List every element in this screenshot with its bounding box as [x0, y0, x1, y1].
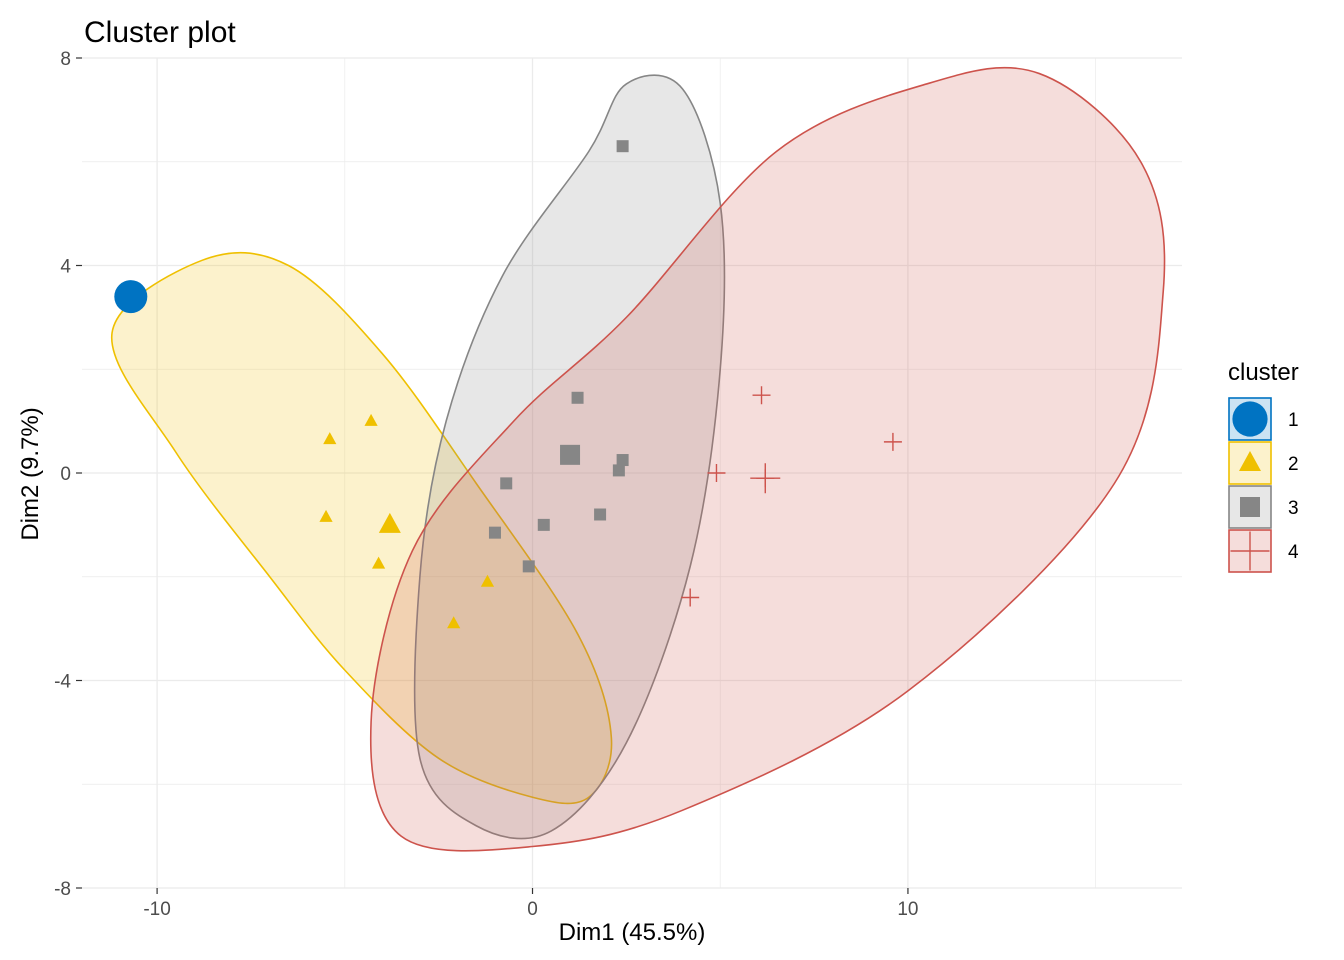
legend-title: cluster	[1228, 359, 1299, 386]
cluster-ellipse-2	[111, 252, 613, 805]
point-cluster-4	[707, 464, 726, 482]
axes: -10 0 10 -8 -4 0 4 8	[54, 49, 918, 920]
legend-marker-3	[1240, 497, 1260, 517]
legend-marker-1	[1232, 401, 1268, 437]
point-cluster-3	[571, 391, 584, 404]
point-cluster-2	[447, 616, 461, 629]
point-cluster-3	[594, 508, 607, 521]
point-cluster-1	[114, 280, 148, 314]
legend-marker-4	[1230, 531, 1270, 571]
point-cluster-3	[612, 464, 625, 477]
point-cluster-3	[500, 477, 513, 490]
legend-label-1: 1	[1288, 410, 1299, 431]
center-cluster-4	[750, 463, 781, 494]
point-cluster-2	[371, 556, 386, 569]
legend-label-4: 4	[1288, 542, 1299, 563]
grid	[82, 57, 1182, 889]
y-tick-label: 0	[60, 464, 71, 485]
legend-label-3: 3	[1288, 498, 1299, 519]
point-cluster-4	[681, 588, 700, 607]
point-cluster-3	[616, 454, 629, 467]
y-axis-title: Dim2 (9.7%)	[17, 407, 44, 540]
cluster-ellipse-4	[369, 66, 1166, 852]
x-axis-title: Dim1 (45.5%)	[559, 919, 706, 946]
point-cluster-4	[752, 386, 771, 405]
chart-title: Cluster plot	[84, 16, 236, 49]
point-cluster-4	[883, 432, 902, 451]
legend-marker-2	[1239, 451, 1261, 471]
y-tick-label: -8	[54, 879, 71, 900]
data-points	[114, 140, 902, 629]
point-cluster-2	[480, 574, 495, 587]
point-cluster-2	[319, 509, 333, 522]
legend: cluster 1 2 3 4	[1228, 359, 1299, 573]
y-tick-label: -4	[54, 672, 71, 693]
center-cluster-2	[378, 512, 401, 533]
x-tick-label: -10	[143, 899, 170, 920]
y-tick-label: 8	[60, 49, 71, 70]
legend-label-2: 2	[1288, 454, 1299, 475]
x-tick-label: 10	[897, 899, 918, 920]
point-cluster-3	[522, 560, 535, 573]
x-tick-label: 0	[527, 899, 538, 920]
point-cluster-2	[323, 432, 337, 445]
point-cluster-2	[364, 413, 378, 426]
point-cluster-3	[616, 140, 629, 153]
point-cluster-3	[537, 518, 550, 531]
y-tick-label: 4	[60, 257, 71, 278]
center-cluster-3	[560, 444, 581, 465]
cluster-ellipses	[111, 66, 1166, 852]
point-cluster-3	[488, 526, 501, 539]
